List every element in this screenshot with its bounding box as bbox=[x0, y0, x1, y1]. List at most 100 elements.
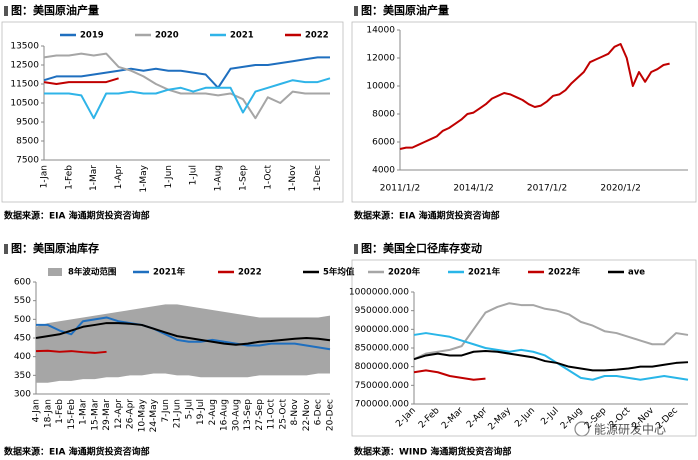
series-line bbox=[413, 349, 689, 372]
source-note: 数据来源：EIA 海通期货投资咨询部 bbox=[354, 210, 500, 222]
x-tick-label: 1-Oct bbox=[263, 165, 273, 190]
x-tick-label: 25-Oct bbox=[278, 399, 288, 430]
y-tick-label: 8500 bbox=[16, 137, 39, 147]
x-tick-label: 18-Jan bbox=[43, 399, 53, 428]
source-note: 数据来源：EIA 海通期货投资咨询部 bbox=[4, 446, 150, 458]
y-tick-label: 14000 bbox=[366, 26, 395, 36]
y-tick-label: 400 bbox=[14, 352, 31, 362]
legend-label: 2022 bbox=[238, 268, 262, 278]
chart-frame bbox=[351, 259, 697, 437]
x-tick-label: 1-Jan bbox=[40, 165, 50, 188]
y-tick-label: 850000.000 bbox=[355, 344, 410, 354]
y-tick-label: 950000.000 bbox=[355, 306, 410, 316]
series-line bbox=[43, 56, 330, 89]
y-tick-label: 11500 bbox=[10, 80, 39, 90]
x-tick-label: 2011/1/2 bbox=[380, 184, 420, 194]
title-marker bbox=[4, 6, 8, 16]
series-line bbox=[413, 369, 486, 381]
y-tick-label: 13500 bbox=[10, 42, 39, 52]
chart-title: 图：美国原油产量 bbox=[361, 3, 449, 17]
x-tick-label: 2014/1/2 bbox=[453, 184, 493, 194]
y-tick-label: 600 bbox=[14, 278, 31, 288]
series-line bbox=[43, 77, 119, 85]
x-tick-label: 1-Jul bbox=[189, 165, 199, 185]
source-note: 数据来源：WIND 海通期货投资咨询部 bbox=[354, 446, 511, 458]
title-marker bbox=[354, 6, 358, 16]
x-tick-label: 1-Mar bbox=[79, 399, 89, 425]
x-tick-label: 1-May bbox=[139, 164, 149, 192]
y-tick-label: 550 bbox=[14, 296, 31, 306]
x-tick-label: 29-Mar bbox=[102, 399, 112, 431]
series-line bbox=[36, 316, 331, 351]
x-tick-label: 1-Mar bbox=[89, 165, 99, 191]
chart-title: 图：美国原油产量 bbox=[11, 3, 99, 17]
chart-title: 图：美国全口径库存变动 bbox=[361, 241, 482, 255]
x-tick-label: 22-Nov bbox=[302, 398, 312, 431]
legend-label: 2021 bbox=[230, 31, 254, 41]
legend-label: 2022年 bbox=[548, 267, 581, 278]
title-marker bbox=[354, 244, 358, 254]
x-tick-label: 1-Feb bbox=[64, 165, 74, 190]
x-tick-label: 20-Dec bbox=[326, 399, 336, 431]
source-note: 数据来源：EIA 海通期货投资咨询部 bbox=[4, 210, 150, 222]
chart-title: 图：美国原油库存 bbox=[11, 241, 99, 255]
y-tick-label: 500 bbox=[14, 315, 31, 325]
x-tick-label: 10-May bbox=[137, 398, 147, 432]
x-tick-label: 11-Oct bbox=[267, 399, 277, 430]
series-line bbox=[35, 322, 331, 346]
x-tick-label: 15-Mar bbox=[90, 399, 100, 431]
y-tick-label: 4000 bbox=[372, 166, 395, 176]
legend-label: 2020年 bbox=[388, 267, 421, 278]
x-tick-label: 1-Nov bbox=[288, 164, 298, 191]
series-line bbox=[399, 43, 670, 150]
x-tick-label: 27-Sep bbox=[255, 399, 265, 431]
y-tick-label: 750000.000 bbox=[355, 381, 410, 391]
legend-label: 2021年 bbox=[468, 267, 501, 278]
y-tick-label: 10000 bbox=[366, 82, 395, 92]
x-tick-label: 1-Aug bbox=[214, 165, 224, 191]
x-tick-label: 16-Aug bbox=[220, 399, 230, 431]
x-tick-label: 21-Jun bbox=[173, 399, 183, 428]
x-tick-label: 1-Jun bbox=[164, 165, 174, 189]
legend-label: 2022 bbox=[305, 31, 329, 41]
x-tick-label: 2020/1/2 bbox=[600, 184, 640, 194]
x-tick-label: 19-Jul bbox=[196, 399, 206, 425]
x-tick-label: 26-Apr bbox=[126, 399, 136, 429]
legend-label: ave bbox=[628, 268, 645, 278]
x-tick-label: 1-Apr bbox=[114, 165, 124, 190]
x-tick-label: 7-Jun bbox=[161, 399, 171, 423]
y-tick-label: 450 bbox=[14, 334, 31, 344]
x-tick-label: 12-Apr bbox=[114, 399, 124, 429]
legend-label: 2019 bbox=[80, 31, 104, 41]
x-tick-label: 1-Sep bbox=[238, 165, 248, 191]
x-tick-label: 24-May bbox=[149, 398, 159, 432]
y-tick-label: 1000000.000 bbox=[349, 288, 409, 298]
legend-label: 2021年 bbox=[153, 267, 186, 278]
x-tick-label: 8-Nov bbox=[290, 398, 300, 425]
y-tick-label: 12000 bbox=[366, 54, 395, 64]
x-tick-label: 1-Dec bbox=[313, 165, 323, 191]
series-line bbox=[413, 332, 689, 381]
y-tick-label: 10500 bbox=[10, 99, 39, 109]
x-tick-label: 2017/1/2 bbox=[527, 184, 567, 194]
x-tick-label: 13-Sep bbox=[243, 399, 253, 431]
y-tick-label: 900000.000 bbox=[355, 325, 410, 335]
legend-label: 5年均值 bbox=[323, 267, 355, 278]
y-tick-label: 700000.000 bbox=[355, 400, 410, 410]
chart-frame bbox=[351, 21, 697, 203]
x-tick-label: 30-Aug bbox=[231, 399, 241, 431]
series-line bbox=[413, 302, 689, 361]
y-tick-label: 300 bbox=[14, 390, 31, 400]
legend-swatch bbox=[48, 268, 62, 276]
y-tick-label: 9500 bbox=[16, 118, 39, 128]
x-tick-label: 4-Jan bbox=[32, 399, 42, 422]
y-tick-label: 800000.000 bbox=[355, 362, 410, 372]
y-tick-label: 6000 bbox=[372, 138, 395, 148]
x-tick-label: 1-Feb bbox=[55, 399, 65, 424]
x-tick-label: 6-Dec bbox=[314, 399, 324, 425]
chart-frame bbox=[1, 21, 344, 203]
y-tick-label: 8000 bbox=[372, 110, 395, 120]
watermark: 能源研发中心 bbox=[594, 422, 666, 437]
series-line bbox=[35, 349, 107, 354]
